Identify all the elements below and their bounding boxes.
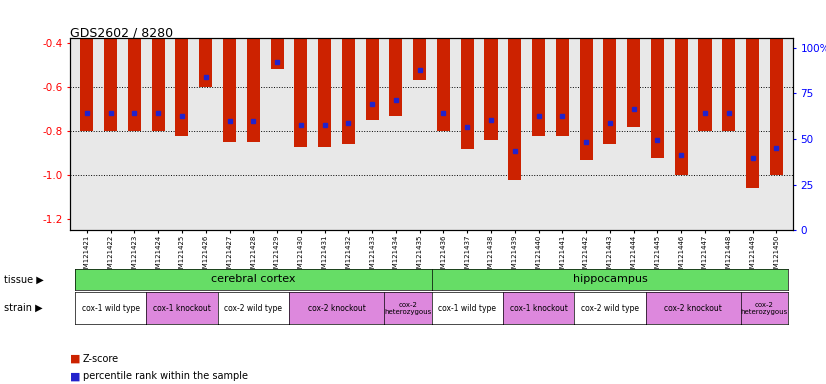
Text: Z-score: Z-score	[83, 354, 119, 364]
Text: cerebral cortex: cerebral cortex	[211, 274, 296, 285]
Bar	[508, 38, 521, 180]
Bar	[437, 38, 450, 131]
Bar	[580, 38, 593, 160]
Bar	[199, 38, 212, 87]
Text: cox-2 wild type: cox-2 wild type	[581, 304, 638, 313]
Bar	[342, 38, 355, 144]
Bar	[603, 38, 616, 144]
Bar	[223, 38, 236, 142]
Bar	[699, 38, 711, 131]
Bar	[389, 38, 402, 116]
Bar	[556, 38, 569, 136]
Text: cox-1 knockout: cox-1 knockout	[153, 304, 211, 313]
Text: cox-2 knockout: cox-2 knockout	[307, 304, 365, 313]
Text: cox-1 wild type: cox-1 wild type	[439, 304, 496, 313]
Bar	[270, 38, 283, 69]
Bar	[675, 38, 688, 175]
Text: tissue ▶: tissue ▶	[4, 274, 44, 285]
Text: cox-2 knockout: cox-2 knockout	[664, 304, 722, 313]
Bar	[413, 38, 426, 80]
Bar	[80, 38, 93, 131]
Bar	[128, 38, 141, 131]
Bar	[651, 38, 664, 157]
Bar	[485, 38, 497, 140]
Bar	[175, 38, 188, 136]
Bar	[366, 38, 378, 120]
Bar	[152, 38, 164, 131]
Bar	[627, 38, 640, 127]
Text: GDS2602 / 8280: GDS2602 / 8280	[70, 27, 173, 40]
Bar	[247, 38, 260, 142]
Text: percentile rank within the sample: percentile rank within the sample	[83, 371, 248, 381]
Bar	[318, 38, 331, 147]
Bar	[294, 38, 307, 147]
Text: cox-2 wild type: cox-2 wild type	[225, 304, 282, 313]
Text: ■: ■	[70, 371, 81, 381]
Text: hippocampus: hippocampus	[572, 274, 648, 285]
Bar	[722, 38, 735, 131]
Bar	[461, 38, 474, 149]
Bar	[532, 38, 545, 136]
Text: cox-1 knockout: cox-1 knockout	[510, 304, 567, 313]
Text: cox-2
heterozygous: cox-2 heterozygous	[741, 302, 788, 314]
Text: ■: ■	[70, 354, 81, 364]
Text: cox-2
heterozygous: cox-2 heterozygous	[384, 302, 431, 314]
Bar	[746, 38, 759, 189]
Text: cox-1 wild type: cox-1 wild type	[82, 304, 140, 313]
Bar	[770, 38, 783, 175]
Bar	[104, 38, 117, 131]
Text: strain ▶: strain ▶	[4, 303, 43, 313]
